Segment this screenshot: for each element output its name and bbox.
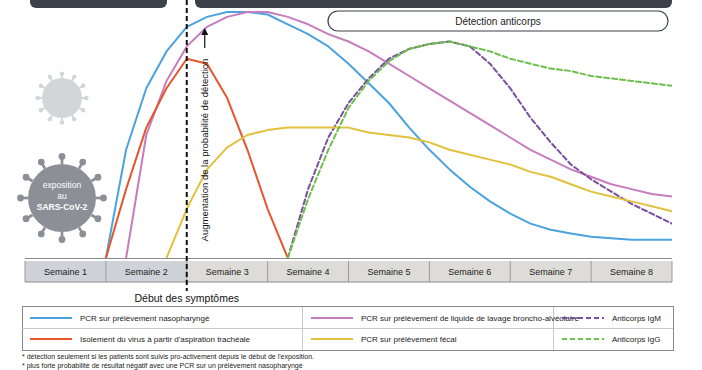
- x-tick-label: Semaine 3: [206, 267, 249, 277]
- series-line: [106, 12, 672, 258]
- y-label: Augmentation de la probabilité de détect…: [199, 59, 210, 242]
- y-arrow-head: [201, 28, 208, 35]
- header-bar: [30, 0, 167, 8]
- band-edge: [672, 261, 673, 282]
- x-band: [349, 261, 430, 282]
- series-line: [288, 42, 672, 259]
- x-tick-label: Semaine 5: [367, 267, 410, 277]
- legend-swatch: [30, 317, 72, 319]
- legend-label: Anticorps IgM: [612, 314, 661, 323]
- x-tick-label: Semaine 2: [125, 267, 168, 277]
- virus-spike-head: [39, 84, 43, 88]
- background: [0, 0, 702, 370]
- legend-swatch: [311, 338, 353, 340]
- x-tick: [510, 261, 511, 282]
- x-band: [187, 261, 268, 282]
- virus-spike-head: [72, 75, 76, 79]
- legend-label: Anticorps IgG: [612, 335, 660, 344]
- header-label: Détection anticorps: [455, 16, 541, 27]
- virus-spike-head: [84, 96, 88, 100]
- exposure-label: SARS-CoV-2: [37, 202, 88, 212]
- virus-spike-head: [39, 108, 43, 112]
- series-line: [106, 59, 288, 258]
- virus-body: [42, 78, 82, 118]
- x-tick-label: Semaine 6: [448, 267, 491, 277]
- x-band: [106, 261, 187, 282]
- virus-spike-head: [48, 117, 52, 121]
- virus-spike-head: [72, 117, 76, 121]
- virus-spike-head: [38, 159, 45, 166]
- x-tick: [267, 261, 268, 282]
- x-band: [25, 261, 106, 282]
- virus-spike-head: [35, 96, 39, 100]
- virus-spike-head: [100, 195, 107, 202]
- virus-spike-head: [95, 215, 102, 222]
- virus-spike-head: [17, 195, 24, 202]
- virus-spike-head: [38, 231, 45, 238]
- x-tick: [348, 261, 349, 282]
- exposure-label: exposition: [43, 180, 82, 190]
- x-band: [429, 261, 510, 282]
- legend-divider: [302, 307, 303, 350]
- footnote: * détection seulement si les patients so…: [22, 353, 314, 361]
- virus-spike-head: [79, 231, 86, 238]
- legend-label: PCR sur prélèvement fécal: [361, 335, 457, 344]
- virus-spike-head: [59, 236, 66, 243]
- chart: Détection anticorps expositionauSARS-CoV-…: [0, 0, 702, 370]
- series-line: [288, 42, 672, 259]
- x-band: [510, 261, 591, 282]
- legend-label: PCR sur prélèvement nasopharyngé: [80, 314, 210, 323]
- symptom-onset-label: Début des symptômes: [135, 292, 239, 304]
- exposure-label: au: [57, 191, 67, 201]
- legend-label: Isolement du virus à partir d'aspiration…: [80, 335, 251, 344]
- legend-label: PCR sur prélèvement de liquide de lavage…: [361, 314, 579, 323]
- legend-divider: [22, 328, 673, 329]
- x-axis: [25, 258, 672, 259]
- x-tick: [591, 261, 592, 282]
- virus-spike-head: [23, 174, 30, 181]
- x-tick: [25, 261, 26, 282]
- symptom-onset-line: [186, 0, 188, 291]
- virus-spike-head: [79, 159, 86, 166]
- virus-body: [28, 164, 96, 232]
- legend-swatch: [562, 338, 604, 340]
- virus-spike-head: [59, 153, 66, 160]
- legend-box: [23, 307, 674, 351]
- header-box: [328, 11, 668, 31]
- virus-spike-head: [23, 215, 30, 222]
- x-tick-label: Semaine 7: [529, 267, 572, 277]
- x-band: [268, 261, 349, 282]
- virus-spike-head: [95, 174, 102, 181]
- x-tick: [429, 261, 430, 282]
- footnote: * plus forte probabilité de résultat nég…: [22, 362, 303, 370]
- header-bar: [195, 0, 672, 8]
- virus-icon: [17, 153, 107, 243]
- x-tick-label: Semaine 4: [287, 267, 330, 277]
- virus-spike-head: [60, 120, 64, 124]
- series-line: [167, 128, 673, 258]
- legend-swatch: [562, 317, 604, 319]
- virus-spike-head: [81, 84, 85, 88]
- virus-icon: [35, 71, 88, 124]
- legend-swatch: [311, 317, 353, 319]
- x-tick-label: Semaine 8: [610, 267, 653, 277]
- virus-spike-head: [48, 75, 52, 79]
- series-line: [126, 12, 672, 258]
- plot-area: [106, 12, 672, 258]
- legend-swatch: [30, 338, 72, 340]
- x-band: [591, 261, 672, 282]
- virus-spike-head: [60, 71, 64, 75]
- x-axis-bottom: [25, 282, 672, 283]
- x-tick: [105, 261, 106, 282]
- x-tick-label: Semaine 1: [44, 267, 87, 277]
- virus-spike-head: [81, 108, 85, 112]
